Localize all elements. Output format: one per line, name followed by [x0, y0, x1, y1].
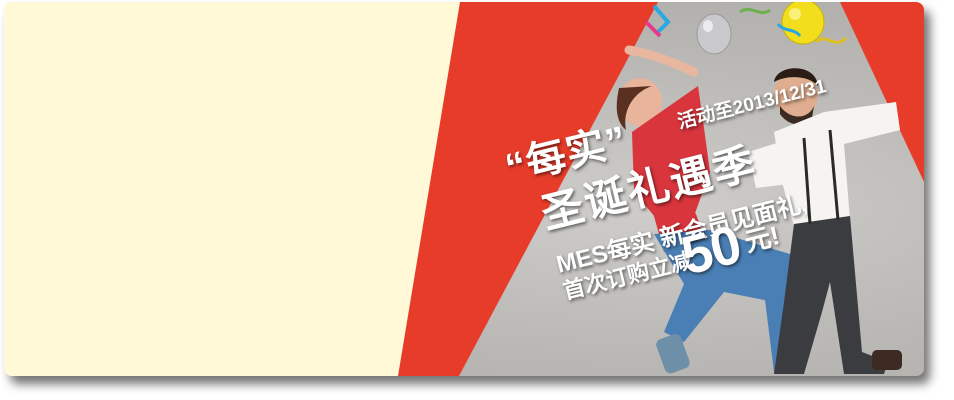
photo-illustration — [616, 2, 902, 374]
balloon-yellow-icon — [781, 2, 825, 45]
promo-banner[interactable]: “每实” 活动至2013/12/31 圣诞礼遇季 MES每实 新会员见面礼, 首… — [4, 2, 924, 376]
balloon-silver-icon — [696, 13, 732, 55]
promo-date: 活动至2013/12/31 — [675, 76, 829, 134]
confetti-icon — [644, 4, 848, 44]
man-figure — [748, 68, 902, 374]
